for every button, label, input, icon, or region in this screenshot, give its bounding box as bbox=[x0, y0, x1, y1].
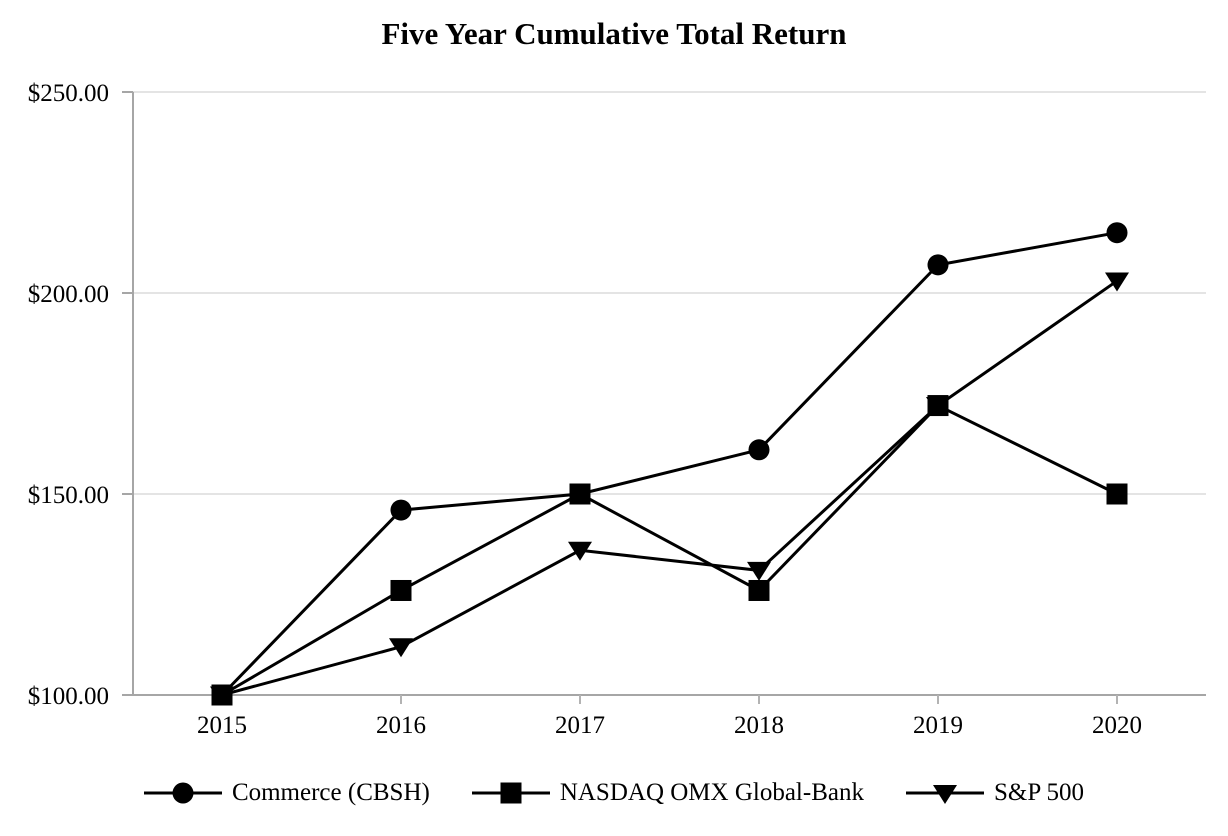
chart-title: Five Year Cumulative Total Return bbox=[381, 16, 847, 51]
circle-marker-icon bbox=[143, 782, 222, 804]
svg-text:2015: 2015 bbox=[197, 712, 247, 739]
svg-text:$200.00: $200.00 bbox=[28, 281, 109, 308]
legend-label-sp-500: S&P 500 bbox=[993, 779, 1085, 806]
legend-item-sp-500: S&P 500 bbox=[905, 779, 1085, 807]
svg-text:$100.00: $100.00 bbox=[28, 683, 109, 710]
chart-legend: Commerce (CBSH) NASDAQ OMX Global-Bank S… bbox=[0, 777, 1228, 809]
triangle-down-marker-icon bbox=[905, 785, 984, 804]
legend-item-commerce-cbsh: Commerce (CBSH) bbox=[143, 779, 430, 807]
square-marker-icon bbox=[471, 782, 550, 804]
svg-text:2020: 2020 bbox=[1092, 712, 1142, 739]
svg-text:2017: 2017 bbox=[555, 712, 605, 739]
svg-text:$150.00: $150.00 bbox=[28, 482, 109, 509]
svg-text:2018: 2018 bbox=[734, 712, 784, 739]
svg-text:2019: 2019 bbox=[913, 712, 963, 739]
svg-text:2016: 2016 bbox=[376, 712, 426, 739]
legend-item-nasdaq-omx-global-bank: NASDAQ OMX Global-Bank bbox=[471, 779, 864, 807]
legend-label-nasdaq-omx-global-bank: NASDAQ OMX Global-Bank bbox=[559, 779, 864, 806]
svg-text:$250.00: $250.00 bbox=[28, 80, 109, 107]
legend-label-commerce-cbsh: Commerce (CBSH) bbox=[231, 779, 430, 806]
